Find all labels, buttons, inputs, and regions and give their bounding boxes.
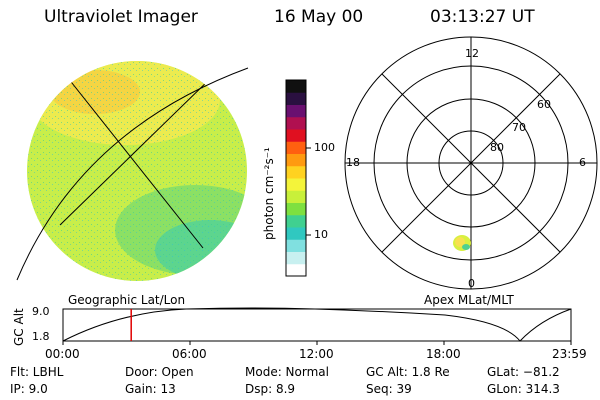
colorbar-swatch — [286, 141, 306, 154]
imager-disk — [16, 61, 249, 281]
colorbar-swatch — [286, 129, 306, 142]
lat-label-70: 70 — [512, 121, 526, 134]
colorbar-swatch — [286, 80, 306, 93]
mlt-label-12: 12 — [465, 47, 479, 60]
colorbar-swatch — [286, 239, 306, 252]
lat-label-60: 60 — [537, 98, 551, 111]
geographic-label: Geographic Lat/Lon — [68, 293, 186, 307]
lat-label-80: 80 — [490, 141, 504, 154]
colorbar-tick-label-100: 100 — [314, 141, 335, 154]
colorbar-tick-label-10: 10 — [314, 228, 328, 241]
status-glon: GLon: 314.3 — [487, 382, 560, 396]
colorbar-swatch — [286, 227, 306, 240]
colorbar-swatch — [286, 92, 306, 105]
status-dsp: Dsp: 8.9 — [245, 382, 296, 396]
time-tick-2359: 23:59 — [552, 347, 587, 361]
colorbar-swatch — [286, 165, 306, 179]
status-filter: Flt: LBHL — [10, 365, 64, 379]
colorbar-swatch — [286, 202, 306, 216]
status-ip: IP: 9.0 — [10, 382, 48, 396]
colorbar-swatch — [286, 263, 306, 277]
status-door: Door: Open — [125, 365, 194, 379]
date-label: 16 May 00 — [274, 7, 364, 27]
time-tick-0600: 06:00 — [172, 347, 207, 361]
colorbar-swatch — [286, 153, 306, 167]
polar-aurora-spot — [453, 235, 471, 251]
altitude-plot — [62, 307, 572, 345]
status-gain: Gain: 13 — [125, 382, 176, 396]
altitude-axis-label: GC Alt — [12, 308, 26, 346]
colorbar-swatch — [286, 104, 306, 118]
time-tick-1800: 18:00 — [426, 347, 461, 361]
time-tick-1200: 12:00 — [299, 347, 334, 361]
colorbar-swatch — [286, 214, 306, 228]
status-glat: GLat: −81.2 — [487, 365, 560, 379]
colorbar-swatch — [286, 251, 306, 265]
altitude-ytick-top: 9.0 — [32, 305, 50, 318]
mlt-label-0: 0 — [468, 277, 475, 290]
colorbar — [285, 79, 311, 277]
time-label: 03:13:27 UT — [430, 7, 535, 27]
altitude-ytick-bottom: 1.8 — [32, 330, 50, 343]
status-gc-alt: GC Alt: 1.8 Re — [366, 365, 450, 379]
time-tick-0000: 00:00 — [45, 347, 80, 361]
colorbar-unit-label: photon cm⁻²s⁻¹ — [262, 147, 276, 240]
colorbar-swatch — [286, 190, 306, 203]
mlt-label-18: 18 — [346, 156, 360, 169]
instrument-title: Ultraviolet Imager — [44, 7, 198, 27]
polar-plot — [344, 36, 598, 290]
mlt-label-6: 6 — [579, 156, 586, 169]
status-mode: Mode: Normal — [245, 365, 329, 379]
colorbar-swatch — [286, 116, 306, 130]
apex-label: Apex MLat/MLT — [424, 293, 514, 307]
colorbar-swatch — [286, 178, 306, 191]
status-seq: Seq: 39 — [366, 382, 412, 396]
